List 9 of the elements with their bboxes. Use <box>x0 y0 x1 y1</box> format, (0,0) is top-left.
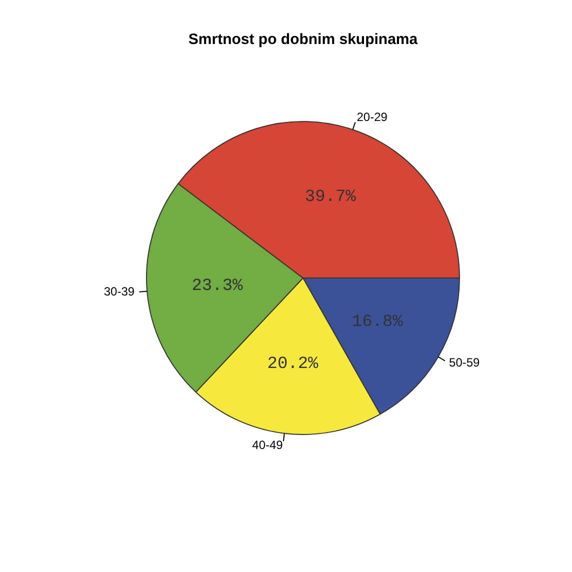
data-label: 23.3% <box>192 276 244 296</box>
slice-label: 40-49 <box>252 438 284 452</box>
data-label: 39.7% <box>304 188 357 207</box>
chart-title: Smrtnost po dobnim skupinama <box>188 31 418 48</box>
data-label: 20.2% <box>267 354 320 374</box>
slice-label: 20-29 <box>356 110 388 124</box>
data-label: 16.8% <box>352 312 404 332</box>
slice-label: 50-59 <box>449 355 480 370</box>
slice-label: 30-39 <box>104 284 135 299</box>
